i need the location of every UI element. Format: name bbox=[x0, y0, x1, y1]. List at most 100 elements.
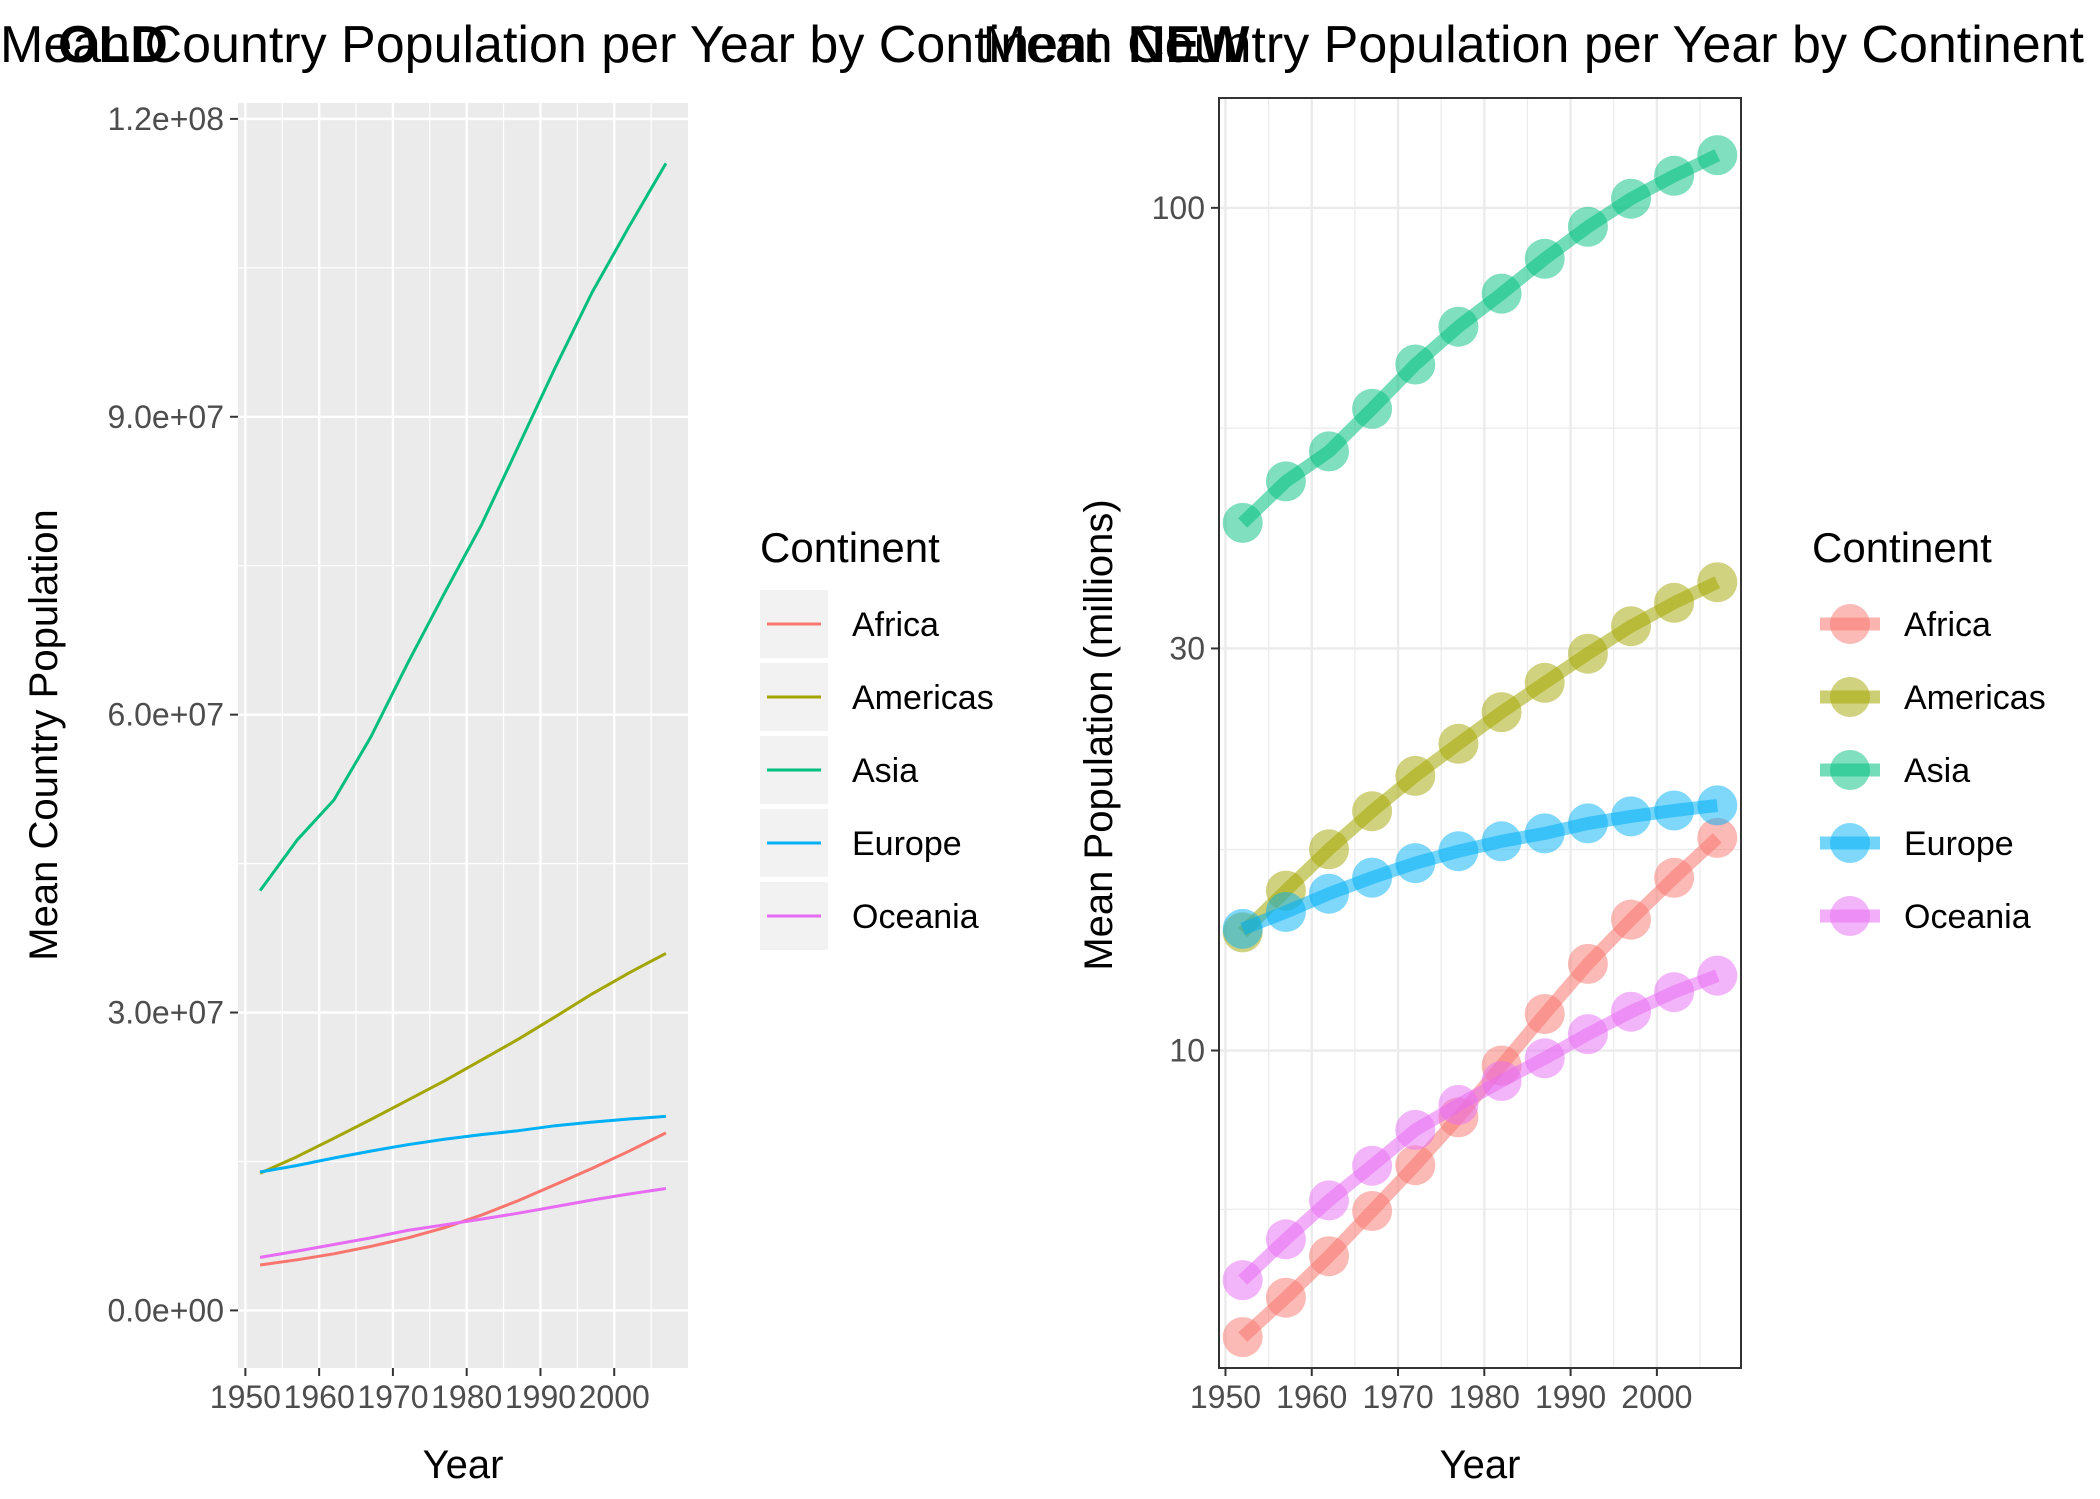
old-x-tick-label: 1970 bbox=[357, 1379, 428, 1415]
new-data-point-asia bbox=[1395, 344, 1436, 385]
new-data-point-oceania bbox=[1438, 1084, 1479, 1125]
new-legend-swatch-point-europe bbox=[1830, 823, 1870, 863]
old-y-tick-label: 6.0e+07 bbox=[107, 697, 224, 733]
new-data-point-europe bbox=[1567, 803, 1608, 844]
new-series-africa bbox=[1222, 817, 1738, 1358]
new-data-point-oceania bbox=[1567, 1014, 1608, 1055]
new-legend: Africa Americas Asia Europe Oceania bbox=[1820, 604, 2046, 936]
new-data-point-oceania bbox=[1395, 1109, 1436, 1150]
new-data-point-europe bbox=[1265, 892, 1306, 932]
new-data-point-africa bbox=[1611, 899, 1651, 940]
new-data-point-asia bbox=[1697, 135, 1738, 176]
new-legend-label-americas: Americas bbox=[1904, 679, 2046, 717]
new-chart-title: Mean Country Population per Year by Cont… bbox=[983, 16, 2085, 74]
old-series-lines bbox=[258, 162, 668, 1267]
new-data-point-americas bbox=[1524, 662, 1565, 703]
new-data-point-asia bbox=[1438, 306, 1479, 347]
new-series-layers bbox=[1222, 135, 1738, 1358]
new-data-point-asia bbox=[1481, 273, 1522, 314]
new-data-point-europe bbox=[1654, 790, 1695, 831]
new-plot-border bbox=[1218, 97, 1742, 1369]
new-data-point-oceania bbox=[1697, 955, 1738, 996]
old-series-line-americas bbox=[259, 952, 667, 1175]
new-legend-swatch-point-africa bbox=[1830, 604, 1870, 644]
old-panel-tag: OLD bbox=[58, 16, 168, 74]
new-series-asia bbox=[1222, 135, 1738, 543]
new-data-point-asia bbox=[1654, 155, 1695, 196]
new-data-point-africa bbox=[1352, 1191, 1393, 1231]
new-data-point-americas bbox=[1611, 606, 1651, 647]
new-data-point-oceania bbox=[1309, 1180, 1349, 1221]
new-y-axis: 10 30 100 bbox=[1152, 190, 1219, 1069]
new-x-axis: 1950 1960 1970 1980 1990 2000 bbox=[1190, 1368, 1692, 1415]
old-x-tick-label: 1990 bbox=[505, 1379, 576, 1415]
new-x-tick-label: 1970 bbox=[1362, 1379, 1433, 1415]
new-data-point-oceania bbox=[1481, 1061, 1522, 1101]
new-x-tick-label: 1950 bbox=[1190, 1379, 1261, 1415]
new-data-point-europe bbox=[1438, 831, 1479, 872]
new-data-point-europe bbox=[1481, 821, 1522, 862]
new-series-oceania bbox=[1222, 955, 1738, 1301]
new-legend-label-europe: Europe bbox=[1904, 825, 2014, 863]
new-legend-swatch-point-asia bbox=[1830, 750, 1870, 790]
new-data-point-asia bbox=[1309, 431, 1349, 472]
new-x-tick-label: 2000 bbox=[1621, 1379, 1692, 1415]
new-panel-tag: NEW bbox=[1128, 16, 1250, 74]
new-data-point-africa bbox=[1697, 817, 1738, 858]
new-data-point-africa bbox=[1524, 994, 1565, 1034]
new-data-point-europe bbox=[1309, 873, 1349, 914]
new-series-europe bbox=[1222, 785, 1738, 949]
new-x-tick-label: 1980 bbox=[1449, 1379, 1520, 1415]
old-legend-label-oceania: Oceania bbox=[852, 898, 979, 936]
new-data-point-africa bbox=[1654, 857, 1695, 898]
old-x-tick-label: 1980 bbox=[431, 1379, 502, 1415]
old-legend-label-americas: Americas bbox=[852, 679, 994, 717]
new-data-point-oceania bbox=[1265, 1219, 1306, 1260]
old-legend-label-asia: Asia bbox=[852, 752, 918, 790]
new-data-point-oceania bbox=[1352, 1145, 1393, 1186]
new-data-point-europe bbox=[1352, 857, 1393, 898]
new-data-point-asia bbox=[1611, 178, 1651, 219]
old-x-axis-title: Year bbox=[423, 1443, 504, 1487]
new-y-tick-label: 100 bbox=[1152, 190, 1205, 226]
new-x-tick-label: 1990 bbox=[1535, 1379, 1606, 1415]
old-y-tick-label: 1.2e+08 bbox=[107, 101, 224, 137]
new-data-point-americas bbox=[1352, 791, 1393, 832]
old-plot-background bbox=[238, 103, 688, 1368]
new-data-point-africa bbox=[1395, 1145, 1436, 1186]
old-legend-title: Continent bbox=[760, 524, 940, 571]
new-data-point-asia bbox=[1265, 461, 1306, 502]
new-x-axis-title: Year bbox=[1440, 1443, 1521, 1487]
new-data-point-oceania bbox=[1654, 972, 1695, 1013]
new-data-point-asia bbox=[1567, 206, 1608, 247]
new-y-axis-title: Mean Population (millions) bbox=[1077, 499, 1121, 970]
new-legend-label-oceania: Oceania bbox=[1904, 898, 2031, 936]
old-series-line-oceania bbox=[259, 1187, 667, 1259]
new-data-point-oceania bbox=[1222, 1260, 1263, 1301]
new-data-point-europe bbox=[1524, 813, 1565, 854]
old-y-axis-title: Mean Country Population bbox=[22, 509, 66, 960]
new-data-point-africa bbox=[1222, 1317, 1263, 1358]
new-data-point-africa bbox=[1309, 1236, 1349, 1277]
old-y-axis: 0.0e+00 3.0e+07 6.0e+07 9.0e+07 1.2e+08 bbox=[107, 101, 238, 1328]
new-legend-swatch-point-americas bbox=[1830, 677, 1870, 717]
old-x-tick-label: 1960 bbox=[284, 1379, 355, 1415]
old-series-line-europe bbox=[259, 1114, 667, 1174]
old-y-tick-label: 0.0e+00 bbox=[107, 1292, 224, 1328]
new-data-point-oceania bbox=[1611, 991, 1651, 1032]
new-data-point-asia bbox=[1222, 502, 1263, 543]
new-data-point-asia bbox=[1524, 238, 1565, 279]
new-data-point-europe bbox=[1697, 785, 1738, 826]
new-data-point-europe bbox=[1395, 843, 1436, 884]
old-series-line-asia bbox=[258, 162, 668, 892]
new-data-point-americas bbox=[1481, 692, 1522, 733]
new-data-point-africa bbox=[1567, 943, 1608, 984]
old-gridlines bbox=[238, 103, 688, 1368]
old-legend: Africa Americas Asia Europe Oceania bbox=[760, 590, 994, 950]
old-x-tick-label: 1950 bbox=[210, 1379, 281, 1415]
new-data-point-europe bbox=[1611, 796, 1651, 837]
old-legend-label-europe: Europe bbox=[852, 825, 962, 863]
old-chart-title: Mean Country Population per Year by Cont… bbox=[0, 16, 1102, 74]
old-y-tick-label: 9.0e+07 bbox=[107, 399, 224, 435]
